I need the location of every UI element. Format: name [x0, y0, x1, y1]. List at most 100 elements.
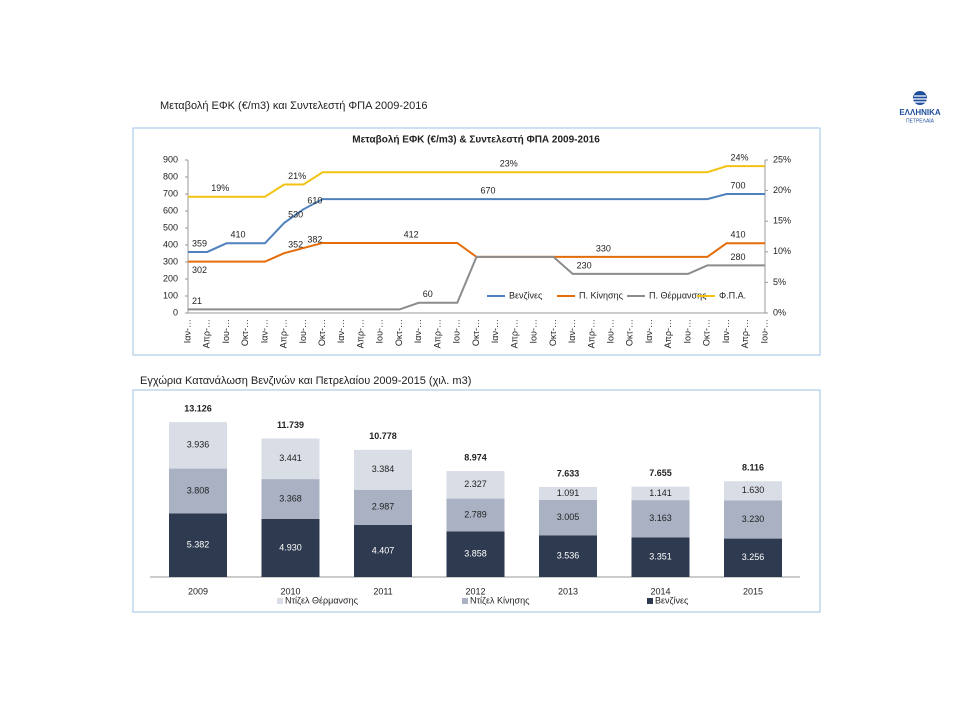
y-tick-label: 500	[163, 222, 178, 232]
x-tick-label: Ιαν-…	[336, 319, 346, 343]
bar-segment	[354, 489, 412, 525]
data-label: 60	[423, 289, 433, 299]
y2-tick-label: 25%	[773, 154, 791, 164]
data-label: 230	[577, 260, 592, 270]
x-tick-label: Ιαν-…	[182, 319, 192, 343]
data-label: 2.987	[372, 502, 395, 512]
x-tick-label: Ιαν-…	[490, 319, 500, 343]
data-label: 3.858	[464, 549, 487, 559]
x-tick-label: Οκτ-…	[625, 319, 635, 346]
logo-text: ΕΛΛΗΝΙΚΑ	[899, 108, 941, 117]
data-label: 23%	[500, 159, 518, 169]
line-series	[188, 193, 765, 253]
data-label: 3.936	[187, 440, 210, 450]
bar-segment	[354, 449, 412, 490]
bar-segment	[631, 486, 690, 501]
total-label: 8.116	[742, 463, 764, 473]
legend-swatch	[647, 598, 653, 604]
bar-segment	[539, 535, 597, 577]
bar-segment	[724, 538, 782, 577]
logo: ΕΛΛΗΝΙΚΑ ΠΕΤΡΕΛΑΙΑ	[899, 91, 941, 124]
x-tick-label: 2010	[280, 586, 300, 596]
logo-icon	[913, 91, 927, 105]
bar-segment	[724, 500, 782, 539]
x-tick-label: Οκτ-…	[471, 319, 481, 346]
data-label: 2.789	[464, 509, 487, 519]
x-tick-label: Ιου-…	[452, 319, 462, 343]
data-label: 3.536	[557, 551, 580, 561]
data-label: 3.384	[372, 464, 395, 474]
y-tick-label: 900	[163, 154, 178, 164]
logo-icon	[913, 95, 927, 103]
legend-swatch	[277, 598, 283, 604]
x-tick-label: Ιου-…	[606, 319, 616, 343]
x-tick-label: Ιαν-…	[644, 319, 654, 343]
x-tick-label: Απρ-…	[279, 319, 289, 348]
data-label: 330	[596, 243, 611, 253]
bar-segment	[169, 468, 227, 514]
x-tick-label: Απρ-…	[740, 319, 750, 348]
data-label: 19%	[211, 183, 229, 193]
data-label: 700	[731, 180, 746, 190]
chart-title: Μεταβολή ΕΦΚ (€/m3) & Συντελεστή ΦΠΑ 200…	[352, 135, 600, 146]
data-label: 410	[731, 230, 746, 240]
x-tick-label: 2009	[188, 586, 208, 596]
bar-segment	[261, 438, 320, 480]
bar-segment	[631, 500, 690, 538]
bar-segment	[446, 471, 505, 499]
data-label: 4.407	[372, 545, 395, 555]
data-label: 412	[404, 229, 419, 239]
data-label: 359	[192, 238, 207, 248]
bar-segment	[261, 479, 320, 519]
total-label: 10.778	[369, 431, 397, 441]
x-tick-label: Απρ-…	[202, 319, 212, 348]
y2-tick-label: 15%	[773, 216, 791, 226]
data-label: 3.351	[649, 552, 672, 562]
data-label: 21	[192, 296, 202, 306]
x-tick-label: Ιαν-…	[413, 319, 423, 343]
data-label: 670	[481, 185, 496, 195]
data-label: 1.630	[742, 485, 765, 495]
bar-segment	[169, 422, 227, 469]
x-tick-label: Ιου-…	[375, 319, 385, 343]
total-label: 7.655	[649, 468, 672, 478]
bar-segment	[539, 486, 597, 500]
data-label: 3.163	[649, 513, 672, 523]
total-label: 7.633	[557, 468, 580, 478]
y-tick-label: 300	[163, 256, 178, 266]
x-tick-label: Ιου-…	[759, 319, 769, 343]
x-tick-label: Ιου-…	[221, 319, 231, 343]
total-label: 11.739	[277, 420, 304, 430]
x-tick-label: Απρ-…	[509, 319, 519, 348]
x-tick-label: Οκτ-…	[702, 319, 712, 346]
x-tick-label: 2012	[465, 586, 485, 596]
x-tick-label: Ιαν-…	[259, 319, 269, 343]
line-series	[188, 255, 765, 311]
y2-tick-label: 0%	[773, 307, 786, 317]
x-tick-label: Απρ-…	[355, 319, 365, 348]
bar-segment	[261, 518, 320, 577]
data-label: 5.382	[187, 540, 210, 550]
legend-label: Βενζίνες	[655, 595, 689, 605]
line-series	[188, 165, 765, 198]
x-tick-label: 2011	[373, 586, 392, 596]
data-label: 410	[230, 230, 245, 240]
x-tick-label: Οκτ-…	[317, 319, 327, 346]
x-tick-label: Απρ-…	[586, 319, 596, 348]
data-label: 3.441	[279, 453, 302, 463]
data-label: 280	[731, 252, 746, 262]
x-tick-label: 2013	[558, 586, 578, 596]
data-label: 530	[288, 209, 303, 219]
data-label: 1.091	[557, 488, 580, 498]
y2-tick-label: 10%	[773, 246, 791, 256]
x-tick-label: Ιου-…	[298, 319, 308, 343]
bar-segment	[724, 481, 782, 501]
x-tick-label: Ιου-…	[682, 319, 692, 343]
logo-text: ΠΕΤΡΕΛΑΙΑ	[906, 118, 935, 124]
total-label: 8.974	[464, 452, 487, 462]
data-label: 2.327	[464, 479, 487, 489]
bar-segment	[539, 499, 597, 536]
legend-label: Ντίζελ Θέρμανσης	[285, 595, 359, 605]
legend-label: Φ.Π.Α.	[719, 290, 746, 300]
